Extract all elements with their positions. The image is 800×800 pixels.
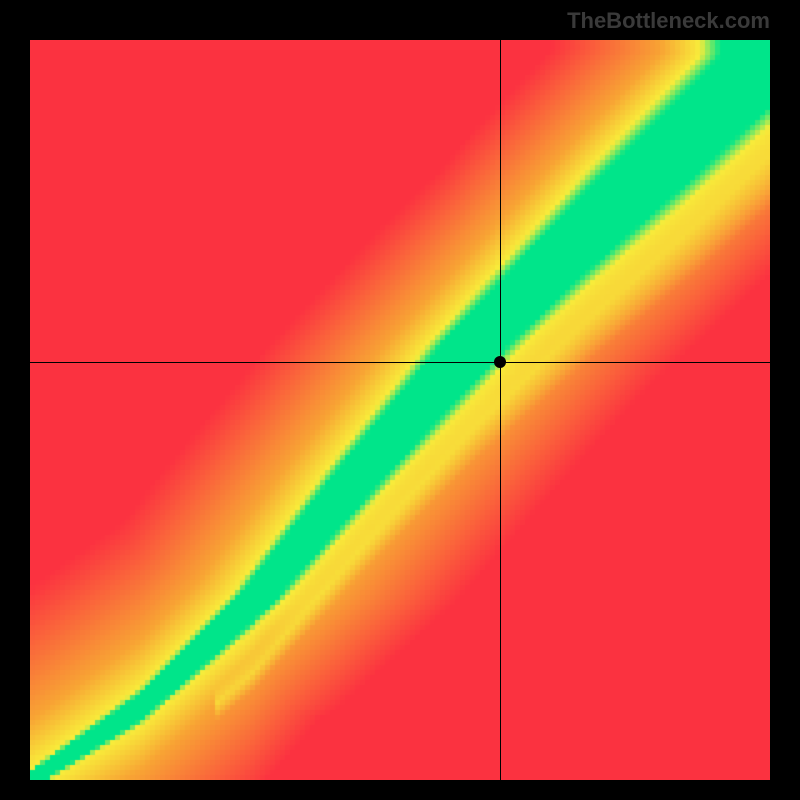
marker-dot [494, 356, 506, 368]
watermark-text: TheBottleneck.com [567, 8, 770, 34]
heatmap-canvas [30, 40, 770, 780]
chart-container: TheBottleneck.com [0, 0, 800, 800]
crosshair-vertical [500, 40, 501, 780]
heatmap-chart [30, 40, 770, 780]
crosshair-horizontal [30, 362, 770, 363]
